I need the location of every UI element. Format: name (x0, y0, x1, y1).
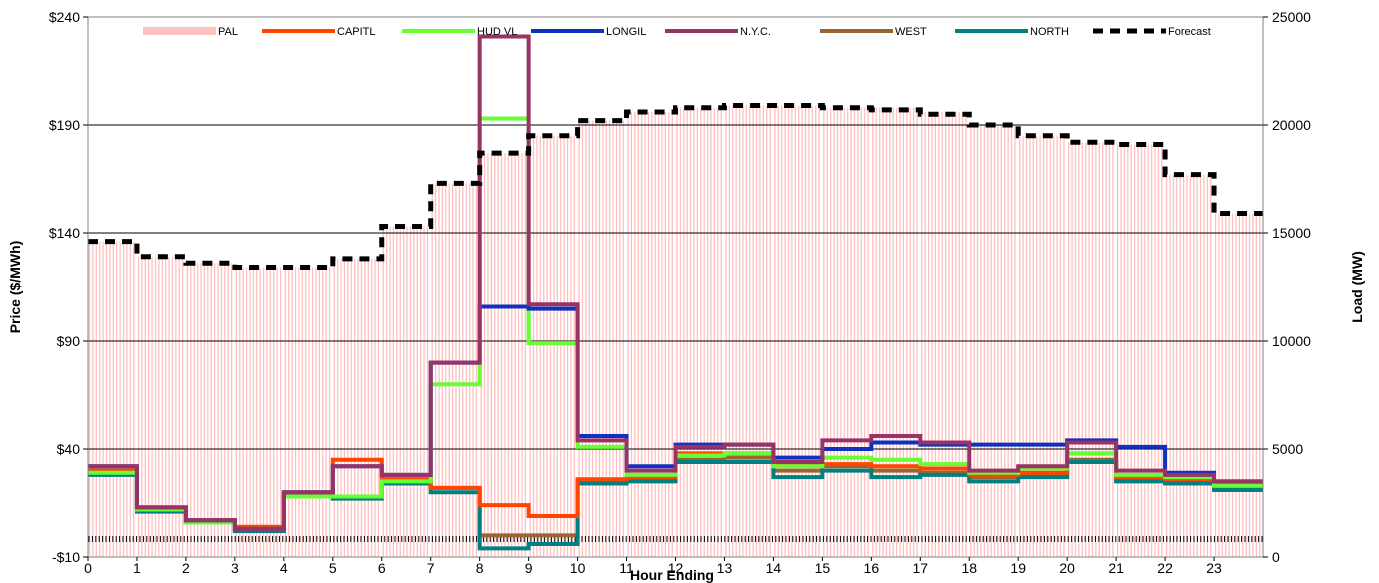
right-tick-label: 10000 (1272, 333, 1311, 349)
x-tick-label: 1 (133, 560, 141, 576)
x-tick-label: 18 (961, 560, 977, 576)
pal-load-bar-13 (724, 105, 774, 557)
x-tick-label: 12 (668, 560, 684, 576)
pal-load-bar-16 (871, 107, 921, 557)
left-tick-label: $190 (49, 117, 80, 133)
left-axis-title: Price ($/MWh) (7, 241, 23, 334)
pal-load-bar-6 (381, 226, 431, 557)
left-axis-ticks: $240 $190 $140 $90 $40 -$10 (49, 9, 88, 565)
pal-load-bar-21 (1116, 144, 1166, 557)
x-tick-label: 15 (815, 560, 831, 576)
pal-load-bar-23 (1214, 213, 1263, 557)
x-axis-ticks: 0 1 2 3 4 5 6 7 8 9 10 11 12 13 14 15 16 17 18 19 20 21 22 23 (84, 557, 1222, 576)
pal-load-bar-20 (1067, 142, 1117, 557)
pal-load-bar-3 (234, 267, 284, 557)
pal-load-bar-12 (675, 107, 725, 557)
right-tick-label: 0 (1272, 549, 1280, 565)
x-tick-label: 8 (476, 560, 484, 576)
legend-label-north: NORTH (1030, 26, 1069, 38)
legend-label-longil: LONGIL (606, 26, 646, 38)
x-tick-label: 22 (1157, 560, 1173, 576)
legend-label-hud-vl: HUD VL (477, 26, 517, 38)
left-tick-label: $140 (49, 225, 80, 241)
x-tick-label: 7 (427, 560, 435, 576)
left-tick-label: -$10 (52, 549, 80, 565)
pal-load-bar-5 (332, 258, 382, 557)
legend-label-pal: PAL (218, 26, 238, 38)
legend-label-capitl: CAPITL (337, 26, 376, 38)
x-tick-label: 17 (913, 560, 929, 576)
x-tick-label: 2 (182, 560, 190, 576)
right-tick-label: 25000 (1272, 9, 1311, 25)
pal-load-bar-9 (528, 135, 578, 558)
legend-label-n-y-c: N.Y.C. (740, 26, 771, 38)
right-tick-label: 20000 (1272, 117, 1311, 133)
legend-label-west: WEST (895, 26, 927, 38)
right-axis-title: Load (MW) (1349, 251, 1365, 323)
x-tick-label: 4 (280, 560, 288, 576)
legend-label-forecast: Forecast (1168, 26, 1211, 38)
series-lines (88, 34, 1263, 551)
x-tick-label: 23 (1206, 560, 1222, 576)
right-tick-label: 5000 (1272, 441, 1303, 457)
x-tick-label: 5 (329, 560, 337, 576)
x-tick-label: 10 (570, 560, 586, 576)
x-tick-label: 21 (1108, 560, 1124, 576)
x-tick-label: 9 (525, 560, 533, 576)
left-tick-label: $90 (57, 333, 81, 349)
pal-load-bar-7 (430, 183, 480, 557)
pal-load-bar-10 (577, 120, 627, 558)
series-line-n-y-c (88, 34, 1263, 531)
right-tick-label: 15000 (1272, 225, 1311, 241)
pal-load-bar-4 (283, 267, 333, 557)
x-tick-label: 11 (619, 560, 634, 576)
left-tick-label: $40 (57, 441, 81, 457)
x-tick-label: 19 (1010, 560, 1026, 576)
pal-load-bar-11 (626, 112, 676, 557)
pal-load-bar-19 (1018, 135, 1068, 558)
x-tick-label: 0 (84, 560, 92, 576)
x-tick-label: 3 (231, 560, 239, 576)
legend: PAL CAPITL HUD VL LONGIL N.Y.C. WEST NORTH Fore… (143, 26, 1211, 38)
pal-load-bar-2 (185, 263, 235, 557)
x-tick-label: 20 (1059, 560, 1075, 576)
left-tick-label: $240 (49, 9, 80, 25)
pal-load-bar-22 (1165, 174, 1215, 557)
legend-swatch-pal (143, 27, 216, 35)
pal-load-bar-8 (479, 153, 529, 557)
x-tick-label: 16 (864, 560, 880, 576)
pal-load-bar-0 (88, 241, 137, 557)
x-tick-label: 6 (378, 560, 386, 576)
pal-load-bar-15 (822, 107, 872, 557)
x-tick-label: 14 (766, 560, 782, 576)
x-tick-label: 13 (717, 560, 733, 576)
x-axis-title: Hour Ending (630, 567, 714, 583)
series-line-forecast (88, 103, 1263, 271)
right-axis-ticks: 25000 20000 15000 10000 5000 0 (1263, 9, 1311, 565)
pal-load-bar-17 (920, 112, 970, 557)
pal-load-bar-14 (773, 105, 823, 557)
